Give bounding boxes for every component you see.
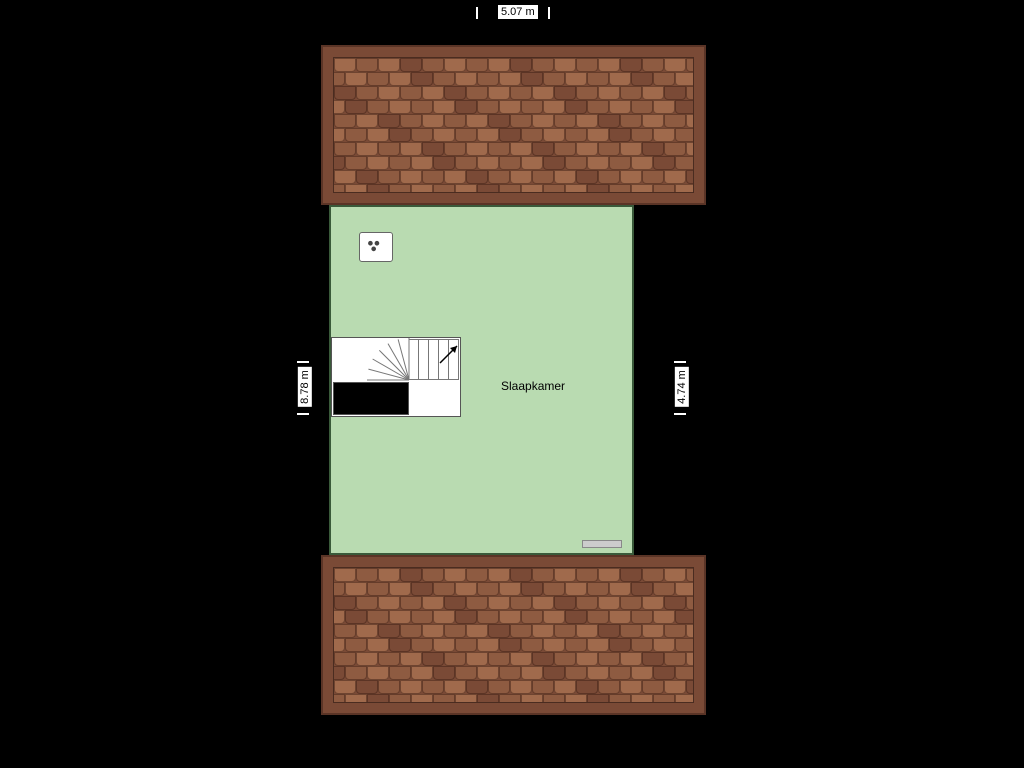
- roof-bottom: [321, 555, 706, 715]
- dim-tick: [548, 7, 550, 19]
- dim-tick: [297, 413, 309, 415]
- floorplan-canvas: 5.07 m 8.78 m 4.74 m Slaapkamer: [0, 0, 1024, 768]
- dim-left: 8.78 m: [298, 367, 312, 407]
- room-label: Slaapkamer: [501, 379, 565, 393]
- fixture-icon: [359, 232, 393, 262]
- dim-tick: [674, 361, 686, 363]
- radiator: [582, 540, 622, 548]
- dim-tick: [476, 7, 478, 19]
- stair-arrow-icon: [437, 341, 467, 371]
- dim-tick: [674, 413, 686, 415]
- dim-right: 4.74 m: [675, 367, 689, 407]
- dim-tick: [297, 361, 309, 363]
- room-slaapkamer: Slaapkamer: [329, 205, 634, 555]
- dim-top: 5.07 m: [498, 5, 538, 19]
- roof-top: [321, 45, 706, 205]
